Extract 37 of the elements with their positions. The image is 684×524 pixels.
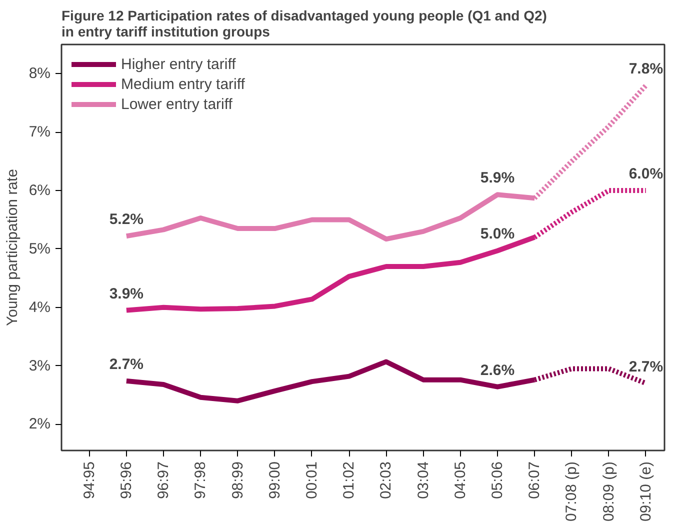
annotation: 2.6% [480,362,515,379]
y-tick-label: 7% [28,124,51,141]
x-tick-label: 95:96 [118,461,135,500]
x-tick-label: 00:01 [303,461,320,500]
annotation: 2.7% [628,358,664,376]
y-tick-label: 8% [28,65,51,82]
x-tick-label: 08:09 (p) [600,461,618,522]
x-tick-label: 05:06 [489,461,506,500]
annotation: 5.2% [109,211,144,228]
y-tick-label: 2% [28,416,51,433]
y-tick-label: 6% [28,182,51,200]
annotation: 5.0% [480,226,515,243]
y-tick-label: 3% [28,357,51,374]
legend-label: Lower entry tariff [121,96,232,112]
x-tick-label: 98:99 [229,461,246,500]
annotation: 7.8% [628,60,664,78]
x-tick-label: 99:00 [266,461,284,500]
x-tick-label: 07:08 (p) [563,461,580,522]
x-tick-label: 94:95 [80,461,98,500]
chart-title: Figure 12 Participation rates of disadvantaged young people (Q1 and Q2) in entry tariff institution groups [62,8,547,40]
annotation: 5.9% [480,170,515,187]
legend-label: Medium entry tariff [121,76,245,92]
x-tick-label: 03:04 [414,461,432,500]
y-axis-title: Young participation rate [4,168,21,326]
x-tick-label: 09:10 (e) [637,461,654,522]
x-tick-label: 96:97 [155,461,172,500]
x-tick-label: 01:02 [340,461,358,500]
y-tick-label: 5% [28,240,51,258]
x-tick-label: 97:98 [192,461,210,500]
x-tick-label: 04:05 [452,461,469,500]
annotation: 6.0% [628,166,664,183]
legend-label: Higher entry tariff [121,56,236,72]
x-tick-label: 02:03 [378,461,395,500]
x-tick-label: 06:07 [526,461,544,500]
y-tick-label: 4% [28,298,51,316]
annotation: 3.9% [109,285,144,302]
annotation: 2.7% [109,356,144,373]
